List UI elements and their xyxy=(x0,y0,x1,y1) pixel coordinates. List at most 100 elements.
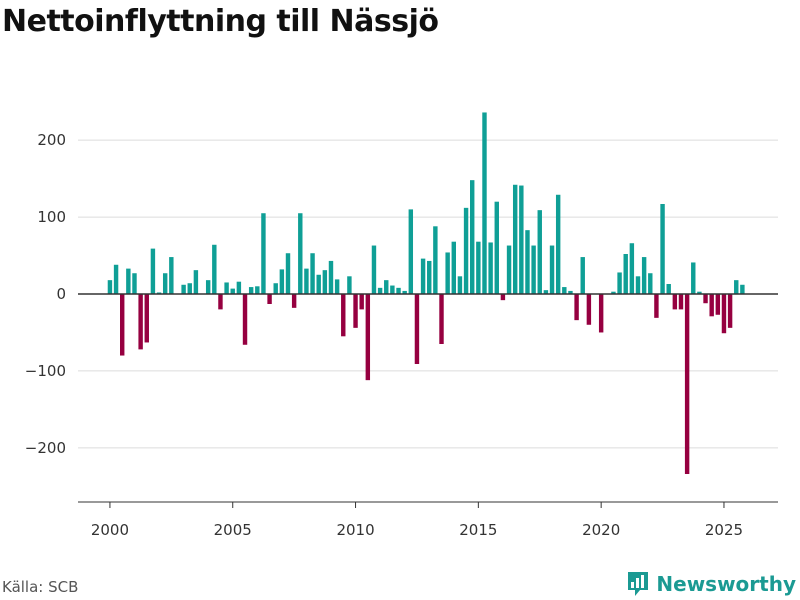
bar xyxy=(574,294,579,321)
bar xyxy=(341,294,346,337)
axes: 200 100 0 −100 −200 2000 2005 2010 2015 2020 2025 xyxy=(25,131,778,539)
bar xyxy=(408,209,414,294)
bar xyxy=(359,294,364,310)
brand-logo[interactable]: Newsworthy xyxy=(626,570,796,598)
bar xyxy=(187,283,192,294)
bar xyxy=(617,272,622,294)
bar xyxy=(322,270,328,294)
bar xyxy=(543,290,549,294)
bar xyxy=(310,253,315,294)
bar xyxy=(512,184,518,294)
bar xyxy=(328,260,334,294)
bar xyxy=(162,273,168,294)
bar xyxy=(113,264,119,294)
bar xyxy=(138,294,143,350)
bar xyxy=(365,294,371,381)
bar xyxy=(248,287,254,294)
bar xyxy=(261,213,266,294)
bar xyxy=(445,252,450,294)
bar xyxy=(132,273,137,294)
bar xyxy=(291,294,297,308)
bar xyxy=(734,280,739,294)
bar xyxy=(212,244,217,294)
bar xyxy=(390,285,395,294)
bar xyxy=(298,213,303,294)
bar xyxy=(371,245,377,294)
bar xyxy=(703,294,708,304)
bar xyxy=(568,290,573,294)
x-tick-label: 2010 xyxy=(336,521,374,539)
bar xyxy=(635,276,641,294)
bar xyxy=(433,226,438,294)
bar xyxy=(457,276,463,294)
bar xyxy=(255,286,260,294)
bar xyxy=(427,260,432,294)
bar xyxy=(629,243,635,294)
bar xyxy=(482,112,487,294)
bar xyxy=(648,273,653,294)
grid-lines xyxy=(78,139,778,449)
bar xyxy=(439,294,444,344)
y-tick-label: 200 xyxy=(37,131,66,149)
bar xyxy=(519,185,524,294)
bar xyxy=(555,194,561,294)
bar xyxy=(654,294,659,318)
bar xyxy=(660,204,665,294)
bar xyxy=(463,207,469,294)
bar xyxy=(377,287,383,294)
bar xyxy=(672,294,678,310)
bar xyxy=(181,284,186,294)
brand-name: Newsworthy xyxy=(656,572,796,596)
bar xyxy=(641,257,647,294)
bar xyxy=(384,280,389,294)
bar xyxy=(193,270,199,294)
bar xyxy=(316,274,321,294)
bar xyxy=(230,288,235,294)
bar xyxy=(353,294,358,328)
bar xyxy=(476,241,481,294)
bar xyxy=(549,245,555,294)
x-tick-label: 2020 xyxy=(582,521,620,539)
source-note: Källa: SCB xyxy=(2,578,79,596)
bar xyxy=(304,268,309,294)
bar xyxy=(396,287,401,294)
bar xyxy=(586,294,592,325)
bar xyxy=(580,257,585,294)
bar xyxy=(267,294,272,304)
bar xyxy=(242,294,248,345)
bar xyxy=(691,262,696,294)
bar xyxy=(715,294,721,315)
bar xyxy=(150,248,156,294)
y-tick-label: −100 xyxy=(25,362,66,380)
bar xyxy=(598,294,604,333)
bar xyxy=(727,294,733,328)
bar xyxy=(506,245,512,294)
x-tick-label: 2025 xyxy=(705,521,743,539)
bar xyxy=(107,280,113,294)
bar xyxy=(402,290,407,294)
y-tick-label: −200 xyxy=(25,439,66,457)
bar xyxy=(721,294,727,334)
bar xyxy=(279,269,285,294)
bar xyxy=(740,284,745,294)
bar xyxy=(684,294,690,474)
bar xyxy=(470,180,475,294)
bar xyxy=(144,294,149,343)
bar xyxy=(273,283,278,294)
x-tick-label: 2015 xyxy=(459,521,497,539)
bar xyxy=(666,284,671,294)
bar xyxy=(697,291,702,294)
bar xyxy=(494,201,499,294)
bar xyxy=(347,276,352,294)
y-tick-label: 100 xyxy=(37,208,66,226)
bar xyxy=(169,257,174,294)
bar xyxy=(562,287,567,294)
bar xyxy=(205,280,211,294)
bar xyxy=(420,258,426,294)
bar xyxy=(236,281,242,294)
bar xyxy=(414,294,420,364)
bar xyxy=(488,242,493,294)
bar xyxy=(156,292,162,294)
bar xyxy=(285,253,291,294)
